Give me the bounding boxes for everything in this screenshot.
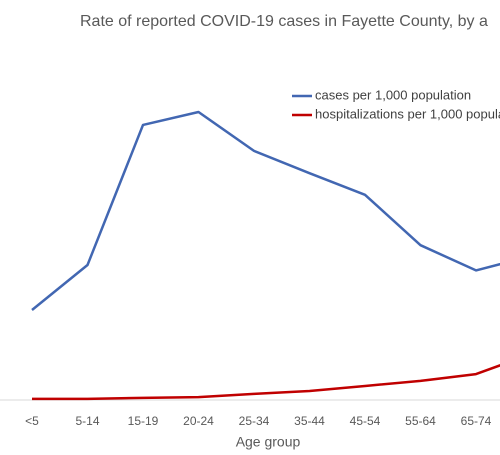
x-tick-label: 35-44 [294, 414, 325, 428]
series-line [31, 110, 500, 311]
x-tick-label: 20-24 [183, 414, 214, 428]
x-tick-label: <5 [25, 414, 39, 428]
legend-label: cases per 1,000 population [315, 87, 471, 102]
x-tick-label: 45-54 [350, 414, 381, 428]
chart-title: Rate of reported COVID-19 cases in Fayet… [80, 13, 488, 30]
x-tick-label: 25-34 [239, 414, 270, 428]
legend-label: hospitalizations per 1,000 population [315, 106, 500, 121]
x-axis-label: Age group [236, 434, 301, 450]
x-tick-label: 5-14 [75, 414, 99, 428]
x-tick-label: 65-74 [461, 414, 492, 428]
x-tick-label: 15-19 [128, 414, 159, 428]
series-line [32, 364, 500, 401]
x-tick-label: 55-64 [405, 414, 436, 428]
